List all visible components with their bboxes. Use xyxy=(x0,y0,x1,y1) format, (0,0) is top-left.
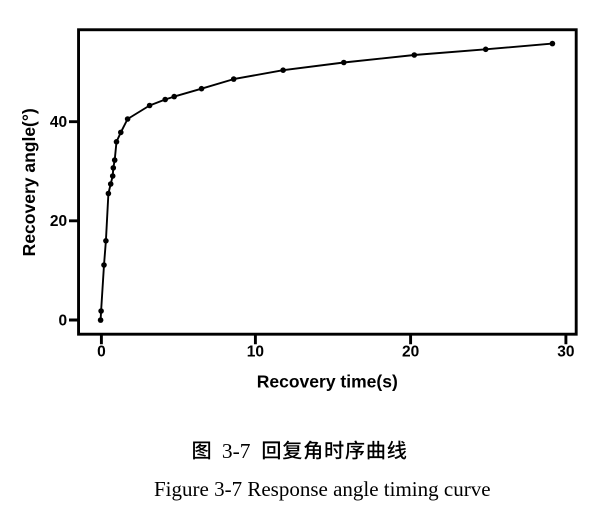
svg-text:Recovery angle(°): Recovery angle(°) xyxy=(19,108,39,256)
svg-text:0: 0 xyxy=(58,312,67,329)
svg-text:20: 20 xyxy=(50,213,67,230)
svg-text:20: 20 xyxy=(402,344,419,361)
svg-text:10: 10 xyxy=(247,344,264,361)
svg-text:Figure 3-7 Response angle timi: Figure 3-7 Response angle timing curve xyxy=(154,477,491,501)
svg-text:30: 30 xyxy=(557,344,574,361)
svg-text:Recovery time(s): Recovery time(s) xyxy=(257,371,398,391)
svg-text:3-7: 3-7 xyxy=(222,439,251,463)
svg-text:40: 40 xyxy=(50,114,67,131)
svg-text:0: 0 xyxy=(97,344,106,361)
